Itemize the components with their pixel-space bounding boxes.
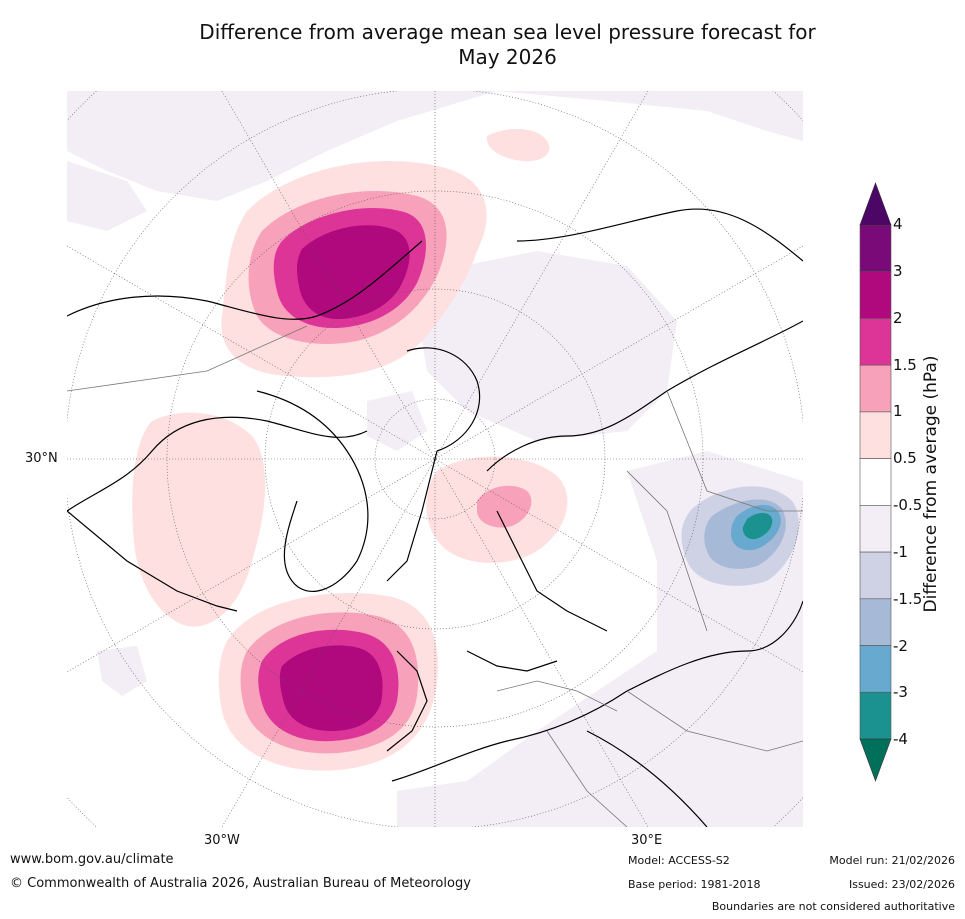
chart-title: Difference from average mean sea level p… [100, 20, 915, 70]
tick-0-5: 0.5 [893, 449, 917, 467]
scandinavia-positive-core [477, 485, 532, 528]
colorbar-label: Difference from average (hPa) [921, 355, 941, 613]
tick-minus-0-5: -0.5 [893, 496, 923, 514]
footer-model: Model: ACCESS-S2 [628, 854, 730, 867]
graticule [67, 91, 803, 827]
colorbar-segment [859, 411, 892, 459]
colorbar-segment [859, 271, 892, 319]
tick-minus-1-5: -1.5 [893, 590, 923, 608]
colorbar-segment [859, 598, 892, 646]
footer-disclaimer: Boundaries are not considered authoritat… [711, 900, 955, 913]
footer-issued: Issued: 23/02/2026 [848, 878, 955, 891]
colorbar-under-arrow [859, 738, 892, 782]
colorbar-segment [859, 505, 892, 553]
colorbar [859, 182, 892, 782]
colorbar-segment [859, 551, 892, 600]
lat-label-30n: 30°N [25, 451, 58, 466]
colorbar-segment [859, 645, 892, 693]
colorbar-segment [859, 318, 892, 366]
tick-minus-4: -4 [893, 730, 908, 748]
country-borders [67, 325, 803, 827]
tick-minus-2: -2 [893, 637, 908, 655]
colorbar-segment [859, 364, 892, 413]
footer-model-run: Model run: 21/02/2026 [829, 854, 955, 867]
colorbar-segment [859, 224, 892, 273]
tick-minus-3: -3 [893, 683, 908, 701]
lon-label-30e: 30°E [631, 833, 663, 848]
tick-2: 2 [893, 309, 903, 327]
colorbar-segment [859, 691, 892, 740]
tick-1: 1 [893, 402, 903, 420]
canada-positive-anomaly [132, 129, 568, 627]
colorbar-over-arrow [859, 182, 892, 226]
title-line-1: Difference from average mean sea level p… [199, 20, 816, 44]
polar-map [67, 91, 803, 827]
pacific-positive-anomaly [221, 161, 487, 378]
tick-3: 3 [893, 262, 903, 280]
tick-minus-1: -1 [893, 543, 908, 561]
tick-1-5: 1.5 [893, 356, 917, 374]
footer-url[interactable]: www.bom.gov.au/climate [10, 852, 174, 867]
coastlines [67, 208, 803, 827]
title-line-2: May 2026 [458, 45, 557, 69]
tick-4: 4 [893, 215, 903, 233]
footer-base-period: Base period: 1981-2018 [628, 878, 761, 891]
atlantic-positive-anomaly [218, 593, 438, 771]
footer-copyright: © Commonwealth of Australia 2026, Austra… [10, 876, 471, 891]
lon-label-30w: 30°W [204, 833, 240, 848]
colorbar-segment [859, 458, 892, 506]
